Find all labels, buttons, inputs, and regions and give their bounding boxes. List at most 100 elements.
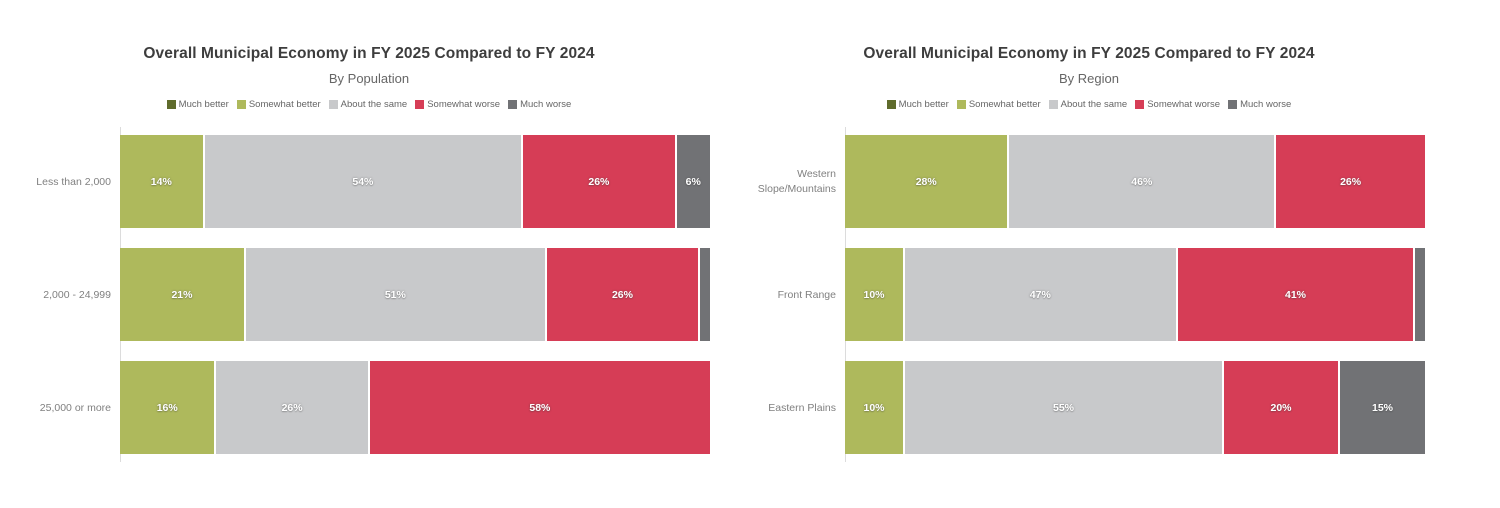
legend-item-much-better[interactable]: Much better xyxy=(886,99,949,111)
legend-swatch-somewhat-worse xyxy=(415,100,425,110)
category-label: 2,000 - 24,999 xyxy=(43,288,111,301)
legend-swatch-somewhat-worse xyxy=(1135,100,1145,110)
bar-track: 14% 54% 26% 6% xyxy=(120,135,710,229)
segment-somewhat-worse[interactable]: 41% xyxy=(1175,248,1414,342)
stacked-bar-chart-by-population: Overall Municipal Economy in FY 2025 Com… xyxy=(28,0,710,463)
segment-much-worse[interactable]: 15% xyxy=(1338,361,1425,455)
segment-about-the-same[interactable]: 26% xyxy=(214,361,368,455)
legend-swatch-much-better xyxy=(166,100,176,110)
segment-somewhat-worse[interactable]: 26% xyxy=(521,135,675,229)
segment-somewhat-better[interactable]: 28% xyxy=(845,135,1008,229)
legend-label: Somewhat worse xyxy=(427,99,501,111)
legend: Much better Somewhat better About the same… xyxy=(753,99,1425,110)
segment-about-the-same[interactable]: 54% xyxy=(202,135,522,229)
segment-somewhat-better[interactable]: 10% xyxy=(845,248,903,342)
segment-value-label: 28% xyxy=(915,175,937,188)
segment-about-the-same[interactable]: 55% xyxy=(903,361,1222,455)
legend-item-much-better[interactable]: Much better xyxy=(166,99,229,111)
segment-somewhat-worse[interactable]: 20% xyxy=(1222,361,1338,455)
legend-item-somewhat-worse[interactable]: Somewhat worse xyxy=(1135,99,1220,110)
segment-value-label: 15% xyxy=(1371,401,1393,414)
segment-value-label: 54% xyxy=(352,175,374,188)
plot-area: Less than 2,000 14% 54% 26% 6% 2,000 - 24,999… xyxy=(28,127,710,463)
segment-much-worse[interactable] xyxy=(1413,248,1425,342)
segment-somewhat-better[interactable]: 16% xyxy=(120,361,215,455)
bar-track: 28% 46% 26% xyxy=(845,135,1425,229)
segment-somewhat-worse[interactable]: 58% xyxy=(367,361,710,455)
segment-value-label: 20% xyxy=(1270,401,1292,414)
category-label: Front Range xyxy=(777,288,836,301)
chart-title: Overall Municipal Economy in FY 2025 Com… xyxy=(143,45,595,62)
bar-track: 16% 26% 58% xyxy=(120,361,710,455)
bar-row-eastern-plains: Eastern Plains 10% 55% 20% 15% xyxy=(753,361,1425,455)
plot-area: Western Slope/Mountains 28% 46% 26% Front Ra… xyxy=(753,127,1425,463)
stacked-bar-chart-by-region: Overall Municipal Economy in FY 2025 Com… xyxy=(753,0,1425,463)
chart-subtitle: By Region xyxy=(1059,71,1119,87)
legend-swatch-much-worse xyxy=(508,100,518,110)
segment-value-label: 51% xyxy=(384,288,406,301)
segment-value-label: 16% xyxy=(156,401,178,414)
category-label: Western Slope/Mountains xyxy=(757,168,836,195)
charts-row: Overall Municipal Economy in FY 2025 Com… xyxy=(28,0,1425,463)
legend-label: Much worse xyxy=(1240,99,1292,111)
segment-value-label: 58% xyxy=(529,401,551,414)
legend-swatch-about-the-same xyxy=(1048,100,1058,110)
chart-title: Overall Municipal Economy in FY 2025 Com… xyxy=(863,45,1315,62)
segment-value-label: 47% xyxy=(1029,288,1051,301)
segment-about-the-same[interactable]: 46% xyxy=(1007,135,1275,229)
segment-value-label: 46% xyxy=(1131,175,1153,188)
legend-label: About the same xyxy=(1060,99,1128,111)
legend: Much better Somewhat better About the same… xyxy=(28,99,710,110)
segment-value-label: 26% xyxy=(281,401,303,414)
legend-item-somewhat-worse[interactable]: Somewhat worse xyxy=(415,99,500,110)
bar-row-less-than-2-000: Less than 2,000 14% 54% 26% 6% xyxy=(28,135,710,229)
segment-value-label: 55% xyxy=(1052,401,1074,414)
segment-value-label: 26% xyxy=(611,288,633,301)
legend-swatch-somewhat-better xyxy=(956,100,966,110)
category-label: 25,000 or more xyxy=(39,401,111,414)
bar-track: 10% 47% 41% xyxy=(845,248,1425,342)
segment-about-the-same[interactable]: 47% xyxy=(903,248,1176,342)
legend-label: Much better xyxy=(898,99,949,111)
legend-swatch-much-worse xyxy=(1228,100,1238,110)
legend-item-much-worse[interactable]: Much worse xyxy=(508,99,571,110)
segment-much-worse[interactable]: 6% xyxy=(674,135,710,229)
segment-value-label: 10% xyxy=(863,288,885,301)
segment-about-the-same[interactable]: 51% xyxy=(243,248,545,342)
legend-label: Somewhat better xyxy=(968,99,1041,111)
segment-somewhat-worse[interactable]: 26% xyxy=(1274,135,1425,229)
legend-label: Somewhat better xyxy=(248,99,321,111)
legend-swatch-somewhat-better xyxy=(236,100,246,110)
bar-track: 10% 55% 20% 15% xyxy=(845,361,1425,455)
category-label: Eastern Plains xyxy=(768,401,836,414)
bar-row-2-000-24-999: 2,000 - 24,999 21% 51% 26% xyxy=(28,248,710,342)
legend-label: Much better xyxy=(178,99,229,111)
segment-value-label: 14% xyxy=(150,175,172,188)
legend-item-somewhat-better[interactable]: Somewhat better xyxy=(236,99,321,111)
segment-value-label: 6% xyxy=(685,175,701,188)
segment-somewhat-better[interactable]: 21% xyxy=(120,248,244,342)
bar-row-western-slope-mountains: Western Slope/Mountains 28% 46% 26% xyxy=(753,135,1425,229)
segment-somewhat-better[interactable]: 14% xyxy=(120,135,203,229)
legend-item-much-worse[interactable]: Much worse xyxy=(1228,99,1291,110)
bar-row-25-000-or-more: 25,000 or more 16% 26% 58% xyxy=(28,361,710,455)
segment-value-label: 26% xyxy=(588,175,610,188)
segment-somewhat-better[interactable]: 10% xyxy=(845,361,903,455)
category-label: Less than 2,000 xyxy=(36,175,111,188)
legend-label: About the same xyxy=(340,99,408,111)
segment-value-label: 26% xyxy=(1340,175,1362,188)
chart-subtitle: By Population xyxy=(328,71,410,87)
legend-item-about-the-same[interactable]: About the same xyxy=(328,99,408,111)
segment-much-worse[interactable] xyxy=(698,248,710,342)
legend-label: Somewhat worse xyxy=(1147,99,1221,111)
legend-label: Much worse xyxy=(520,99,572,111)
segment-value-label: 10% xyxy=(863,401,885,414)
legend-item-somewhat-better[interactable]: Somewhat better xyxy=(956,99,1041,111)
segment-somewhat-worse[interactable]: 26% xyxy=(544,248,699,342)
legend-item-about-the-same[interactable]: About the same xyxy=(1048,99,1128,111)
legend-swatch-much-better xyxy=(886,100,896,110)
bar-track: 21% 51% 26% xyxy=(120,248,710,342)
segment-value-label: 21% xyxy=(171,288,193,301)
segment-value-label: 41% xyxy=(1284,288,1306,301)
bar-row-front-range: Front Range 10% 47% 41% xyxy=(753,248,1425,342)
